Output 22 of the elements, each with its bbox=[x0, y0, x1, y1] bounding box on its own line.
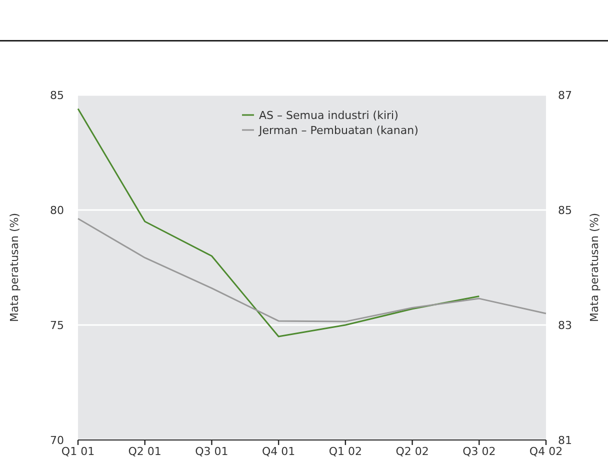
y-tick-label: 80 bbox=[50, 204, 64, 217]
x-tick-label: Q3 01 bbox=[195, 445, 228, 458]
line-series bbox=[77, 108, 480, 338]
x-tick-label: Q4 01 bbox=[262, 445, 296, 458]
legend-label: AS – Semua industri (kiri) bbox=[259, 109, 398, 122]
y-tick-label: 70 bbox=[50, 434, 64, 447]
x-tick-label: Q3 02 bbox=[462, 445, 496, 458]
line-series bbox=[77, 218, 547, 322]
y2-tick-label: 85 bbox=[558, 204, 572, 217]
x-tick-label: Q1 02 bbox=[328, 445, 362, 458]
y2-tick-label: 81 bbox=[558, 434, 572, 447]
y2-tick-label: 87 bbox=[558, 89, 572, 102]
y-axis-title: Mata peratusan (%) bbox=[8, 212, 21, 322]
y2-axis-title: Mata peratusan (%) bbox=[588, 212, 601, 322]
x-tick-label: Q4 02 bbox=[529, 445, 563, 458]
y2-tick-label: 83 bbox=[558, 319, 572, 332]
legend-label: Jerman – Pembuatan (kanan) bbox=[258, 124, 418, 137]
y-tick-label: 75 bbox=[50, 319, 64, 332]
y-tick-label: 85 bbox=[50, 89, 64, 102]
x-tick-label: Q2 01 bbox=[128, 445, 162, 458]
x-tick-label: Q1 01 bbox=[61, 445, 95, 458]
x-tick-label: Q2 02 bbox=[396, 445, 429, 458]
